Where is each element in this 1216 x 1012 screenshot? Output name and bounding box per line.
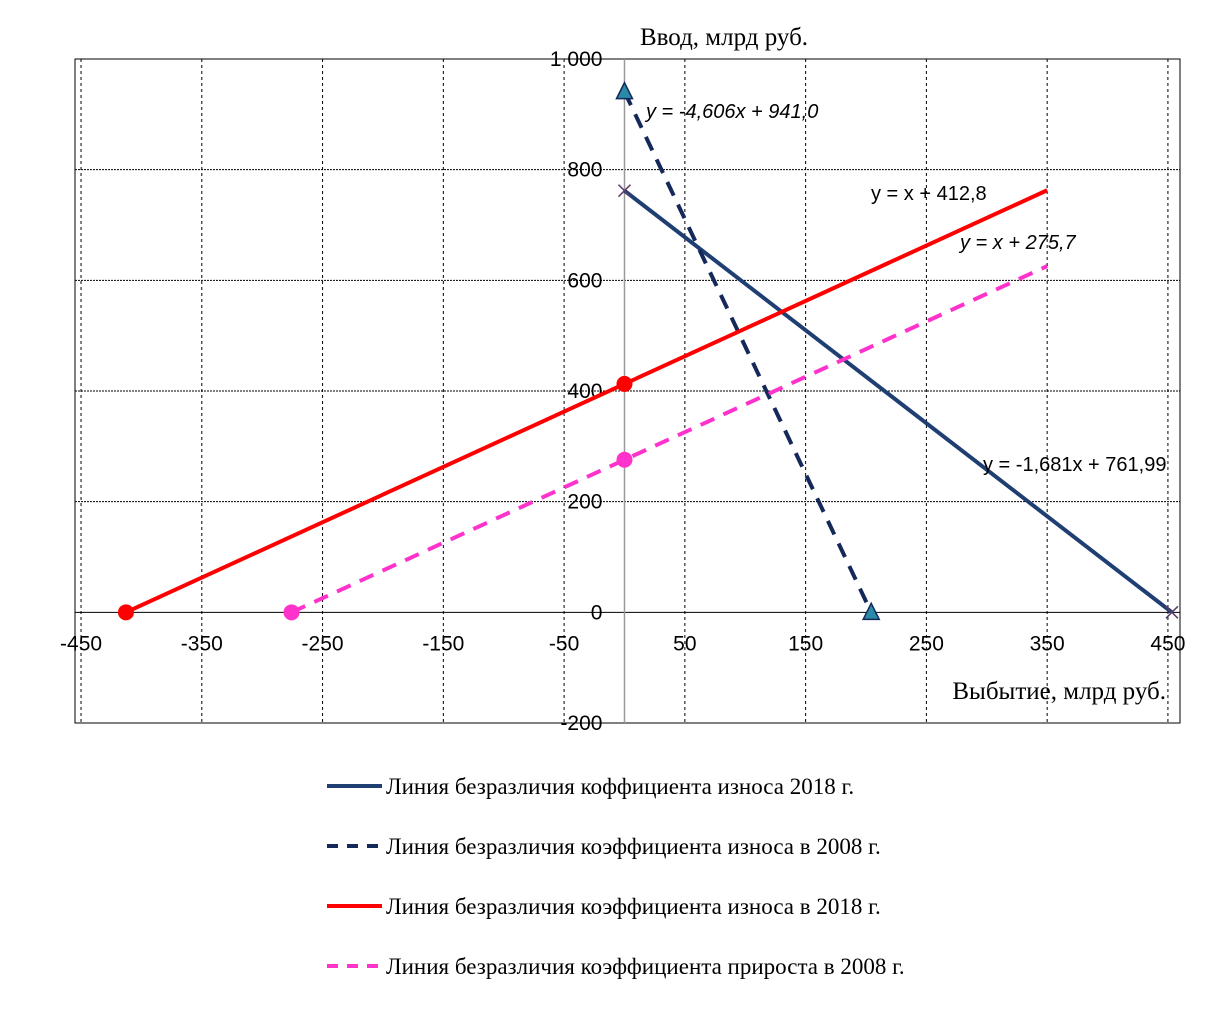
trendline-equations: y = -1,681x + 761,99 y = -4,606x + 941,0…: [644, 101, 1166, 476]
legend-label-1: Линия безразличия коффициента износа 201…: [386, 774, 854, 799]
equation-series-3: y = x + 412,8: [871, 183, 987, 205]
marker-series-4-1: [283, 604, 300, 621]
x-tick-7: 250: [909, 632, 944, 655]
series-markers: [117, 80, 1179, 621]
y-tick-0: 1 000: [550, 48, 603, 71]
x-tick-1: -350: [181, 632, 223, 655]
x-tick-0: -450: [60, 632, 102, 655]
y-tick-6: -200: [560, 712, 602, 735]
marker-series-3-2: [616, 375, 633, 392]
marker-series-4-2: [616, 451, 633, 468]
y-tick-4: 200: [567, 491, 602, 514]
marker-series-2-1: [615, 80, 634, 100]
equation-series-2: y = -4,606x + 941,0: [644, 101, 818, 123]
x-tick-9: 450: [1150, 632, 1185, 655]
y-tick-5: 0: [591, 601, 603, 624]
series-line-1: [623, 189, 1174, 614]
legend-label-4: Линия безразличия коэффициента прироста …: [386, 954, 905, 979]
x-axis-title: Выбытие, млрд руб.: [952, 678, 1166, 705]
x-tick-3: -150: [422, 632, 464, 655]
y-tick-1: 800: [567, 159, 602, 182]
x-tick-6: 150: [788, 632, 823, 655]
marker-series-1-2: [1165, 605, 1179, 619]
series-line-2: [622, 90, 874, 614]
legend: Линия безразличия коффициента износа 201…: [327, 774, 905, 979]
y-tick-2: 600: [567, 269, 602, 292]
marker-series-3-1: [117, 604, 134, 621]
y-tick-labels: 1 000 800 600 400 200 0 -200: [550, 48, 603, 735]
legend-label-2: Линия безразличия коэффициента износа в …: [386, 834, 881, 859]
y-axis-title: Ввод, млрд руб.: [640, 24, 808, 51]
marker-series-1-1: [617, 184, 632, 198]
marker-series-2-2: [861, 601, 881, 621]
series-line-3: [125, 188, 1048, 615]
x-tick-labels: -450 -350 -250 -150 -50 50 150 250 350 450: [60, 632, 1185, 655]
equation-series-1: y = -1,681x + 761,99: [983, 454, 1166, 476]
x-tick-5: 50: [673, 632, 696, 655]
x-tick-4: -50: [549, 632, 579, 655]
y-tick-3: 400: [567, 380, 602, 403]
series-line-4: [290, 264, 1048, 615]
x-tick-2: -250: [302, 632, 344, 655]
equation-series-4: y = x + 275,7: [958, 232, 1077, 254]
x-tick-8: 350: [1030, 632, 1065, 655]
legend-label-3: Линия безразличия коэффициента износа в …: [386, 894, 881, 919]
